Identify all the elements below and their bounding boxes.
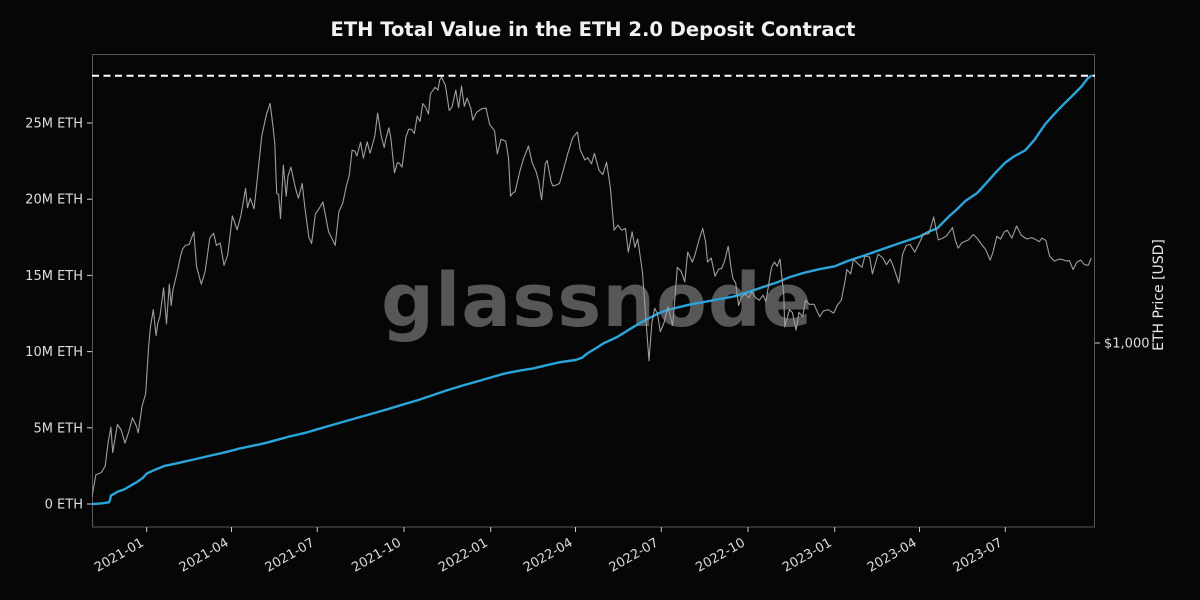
chart-title: ETH Total Value in the ETH 2.0 Deposit C…: [331, 18, 856, 41]
eth-price-line: [92, 76, 1092, 498]
plot-area-border: [92, 54, 1095, 528]
x-axis-tick-label: 2022-04: [521, 535, 576, 575]
y2-axis-tick-label: $1,000: [1104, 337, 1150, 352]
x-axis-tick-label: 2021-01: [92, 535, 147, 575]
x-axis-tick-label: 2021-10: [349, 535, 404, 575]
x-axis-tick-label: 2023-04: [865, 535, 920, 575]
series-layer: [92, 74, 1093, 506]
y-axis-tick-label: 25M ETH: [25, 117, 83, 132]
y-axis-tick-label: 15M ETH: [25, 269, 83, 284]
y-axis-tick-label: 0 ETH: [45, 498, 83, 513]
deposit-value-line: [92, 74, 1093, 506]
x-axis-tick-label: 2021-04: [177, 535, 232, 575]
x-axis-tick-label: 2022-10: [693, 535, 748, 575]
right-axis-title: ETH Price [USD]: [1151, 239, 1167, 351]
axes-layer: 0 ETH 5M ETH 10M ETH 15M ETH 20M ETH 25M ETH $…: [25, 117, 1149, 576]
y-axis-tick-label: 20M ETH: [25, 193, 83, 208]
x-axis-tick-label: 2023-07: [951, 535, 1006, 575]
y-axis-tick-label: 5M ETH: [33, 421, 83, 436]
x-axis-tick-label: 2022-01: [436, 535, 491, 575]
glassnode-watermark: glassnode: [381, 258, 813, 344]
x-axis-tick-label: 2021-07: [263, 535, 318, 575]
y-axis-tick-label: 10M ETH: [25, 345, 83, 360]
x-axis-tick-label: 2023-01: [780, 535, 835, 575]
x-axis-tick-label: 2022-07: [607, 535, 662, 575]
